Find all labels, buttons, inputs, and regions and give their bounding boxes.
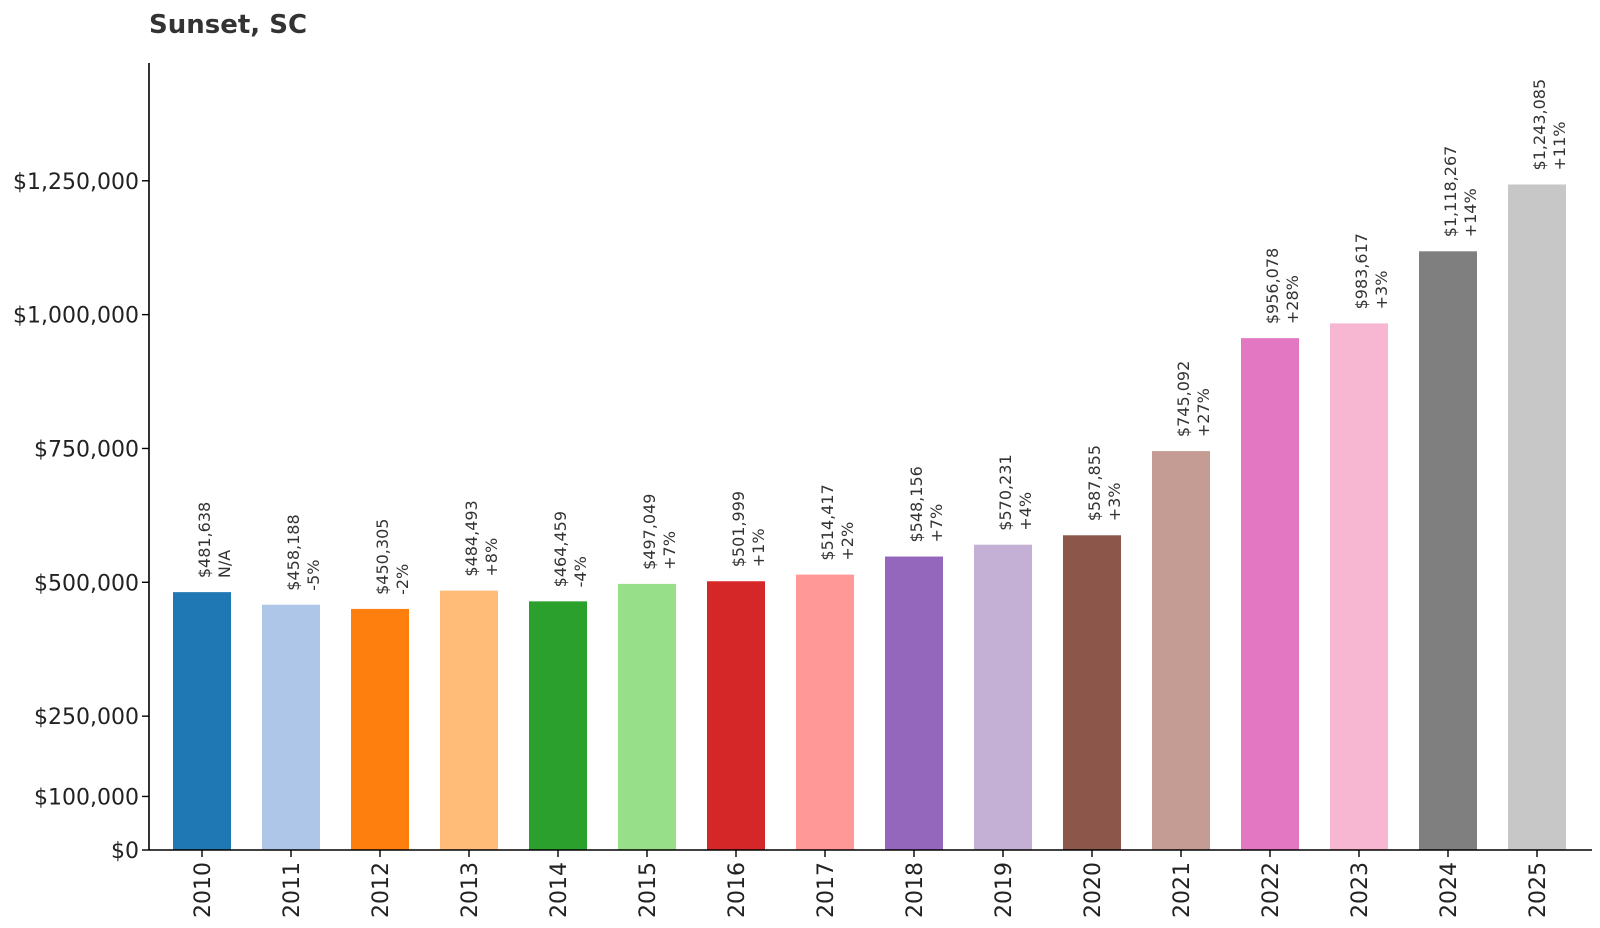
x-tick-label: 2021	[1170, 862, 1195, 918]
x-tick-label: 2020	[1081, 862, 1106, 918]
y-tick-label: $1,000,000	[13, 304, 139, 329]
bar-2017	[796, 574, 854, 850]
x-tick-label: 2012	[369, 862, 394, 918]
x-tick-label: 2025	[1526, 862, 1551, 918]
x-tick-label: 2011	[280, 862, 305, 918]
change-label-2015: +7%	[660, 531, 679, 570]
bar-2013	[440, 590, 498, 850]
bars-group	[173, 184, 1566, 851]
x-axis: 2010 2011 2012 2013 2014 2015 2016 2017 2018 2019…	[149, 849, 1592, 918]
y-tick-label: $250,000	[34, 705, 139, 730]
change-label-2019: +4%	[1016, 492, 1035, 531]
bar-2020	[1063, 535, 1121, 850]
value-label-2020: $587,855	[1085, 445, 1104, 521]
value-label-2025: $1,243,085	[1530, 79, 1549, 171]
value-label-2013: $484,493	[462, 500, 481, 576]
bar-2018	[885, 556, 943, 850]
x-tick-label: 2016	[725, 862, 750, 918]
value-label-2023: $983,617	[1352, 233, 1371, 309]
value-label-2019: $570,231	[996, 454, 1015, 530]
change-label-2023: +3%	[1372, 271, 1391, 310]
x-tick-label: 2024	[1437, 862, 1462, 918]
change-label-2013: +8%	[482, 538, 501, 577]
x-tick-label: 2018	[903, 862, 928, 918]
value-label-2018: $548,156	[907, 466, 926, 542]
bar-2022	[1241, 338, 1299, 850]
change-label-2018: +7%	[927, 504, 946, 543]
bar-label-2014: $464,459-4%	[551, 511, 590, 587]
bar-label-2025: $1,243,085+11%	[1530, 79, 1569, 171]
y-tick-label: $500,000	[34, 571, 139, 596]
x-tick-label: 2023	[1348, 862, 1373, 918]
bar-2014	[529, 601, 587, 850]
bar-label-2021: $745,092+27%	[1174, 361, 1213, 437]
x-tick-label: 2010	[191, 862, 216, 918]
y-tick-label: $750,000	[34, 437, 139, 462]
x-tick-label: 2014	[547, 862, 572, 918]
change-label-2011: -5%	[304, 560, 323, 591]
value-label-2014: $464,459	[551, 511, 570, 587]
bar-label-2015: $497,049+7%	[640, 494, 679, 570]
y-tick-label: $100,000	[34, 785, 139, 810]
bar-2023	[1330, 323, 1388, 851]
bar-2015	[618, 583, 676, 850]
value-label-2024: $1,118,267	[1441, 146, 1460, 238]
change-label-2020: +3%	[1105, 482, 1124, 521]
bar-label-2011: $458,188-5%	[284, 514, 323, 590]
change-label-2022: +28%	[1283, 275, 1302, 324]
value-label-2015: $497,049	[640, 494, 659, 570]
x-tick-label: 2013	[458, 862, 483, 918]
y-tick-label: $0	[111, 839, 139, 864]
bar-label-2012: $450,305-2%	[373, 519, 412, 595]
chart-title: Sunset, SC	[149, 10, 307, 40]
value-label-2022: $956,078	[1263, 248, 1282, 324]
y-tick-label: $1,250,000	[13, 170, 139, 195]
y-axis: $0 $100,000 $250,000 $500,000 $750,000 $1,000…	[13, 63, 150, 864]
value-label-2016: $501,999	[729, 491, 748, 567]
x-tick-label: 2015	[636, 862, 661, 918]
change-label-2025: +11%	[1550, 122, 1569, 171]
value-label-2010: $481,638	[195, 502, 214, 578]
bar-label-2018: $548,156+7%	[907, 466, 946, 542]
bar-2012	[351, 608, 409, 850]
x-tick-label: 2022	[1259, 862, 1284, 918]
bar-2011	[262, 604, 320, 850]
value-label-2021: $745,092	[1174, 361, 1193, 437]
bar-labels-group: $481,638N/A $458,188-5% $450,305-2% $484,49…	[195, 79, 1569, 595]
bar-2024	[1419, 251, 1477, 850]
bar-2019	[974, 544, 1032, 850]
change-label-2010: N/A	[215, 550, 234, 578]
bar-label-2010: $481,638N/A	[195, 502, 234, 578]
bar-2021	[1152, 451, 1210, 850]
change-label-2016: +1%	[749, 528, 768, 567]
bar-2025	[1508, 184, 1566, 850]
value-label-2011: $458,188	[284, 514, 303, 590]
x-tick-label: 2019	[992, 862, 1017, 918]
value-label-2017: $514,417	[818, 484, 837, 560]
bar-label-2023: $983,617+3%	[1352, 233, 1391, 309]
bar-label-2020: $587,855+3%	[1085, 445, 1124, 521]
bar-label-2016: $501,999+1%	[729, 491, 768, 567]
bar-label-2017: $514,417+2%	[818, 484, 857, 560]
bar-2010	[173, 592, 231, 850]
change-label-2021: +27%	[1194, 388, 1213, 437]
change-label-2012: -2%	[393, 564, 412, 595]
change-label-2014: -4%	[571, 556, 590, 587]
bar-label-2022: $956,078+28%	[1263, 248, 1302, 324]
value-label-2012: $450,305	[373, 519, 392, 595]
bar-label-2013: $484,493+8%	[462, 500, 501, 576]
bar-label-2019: $570,231+4%	[996, 454, 1035, 530]
change-label-2017: +2%	[838, 522, 857, 561]
change-label-2024: +14%	[1461, 188, 1480, 237]
x-tick-label: 2017	[814, 862, 839, 918]
bar-2016	[707, 581, 765, 850]
bar-label-2024: $1,118,267+14%	[1441, 146, 1480, 238]
